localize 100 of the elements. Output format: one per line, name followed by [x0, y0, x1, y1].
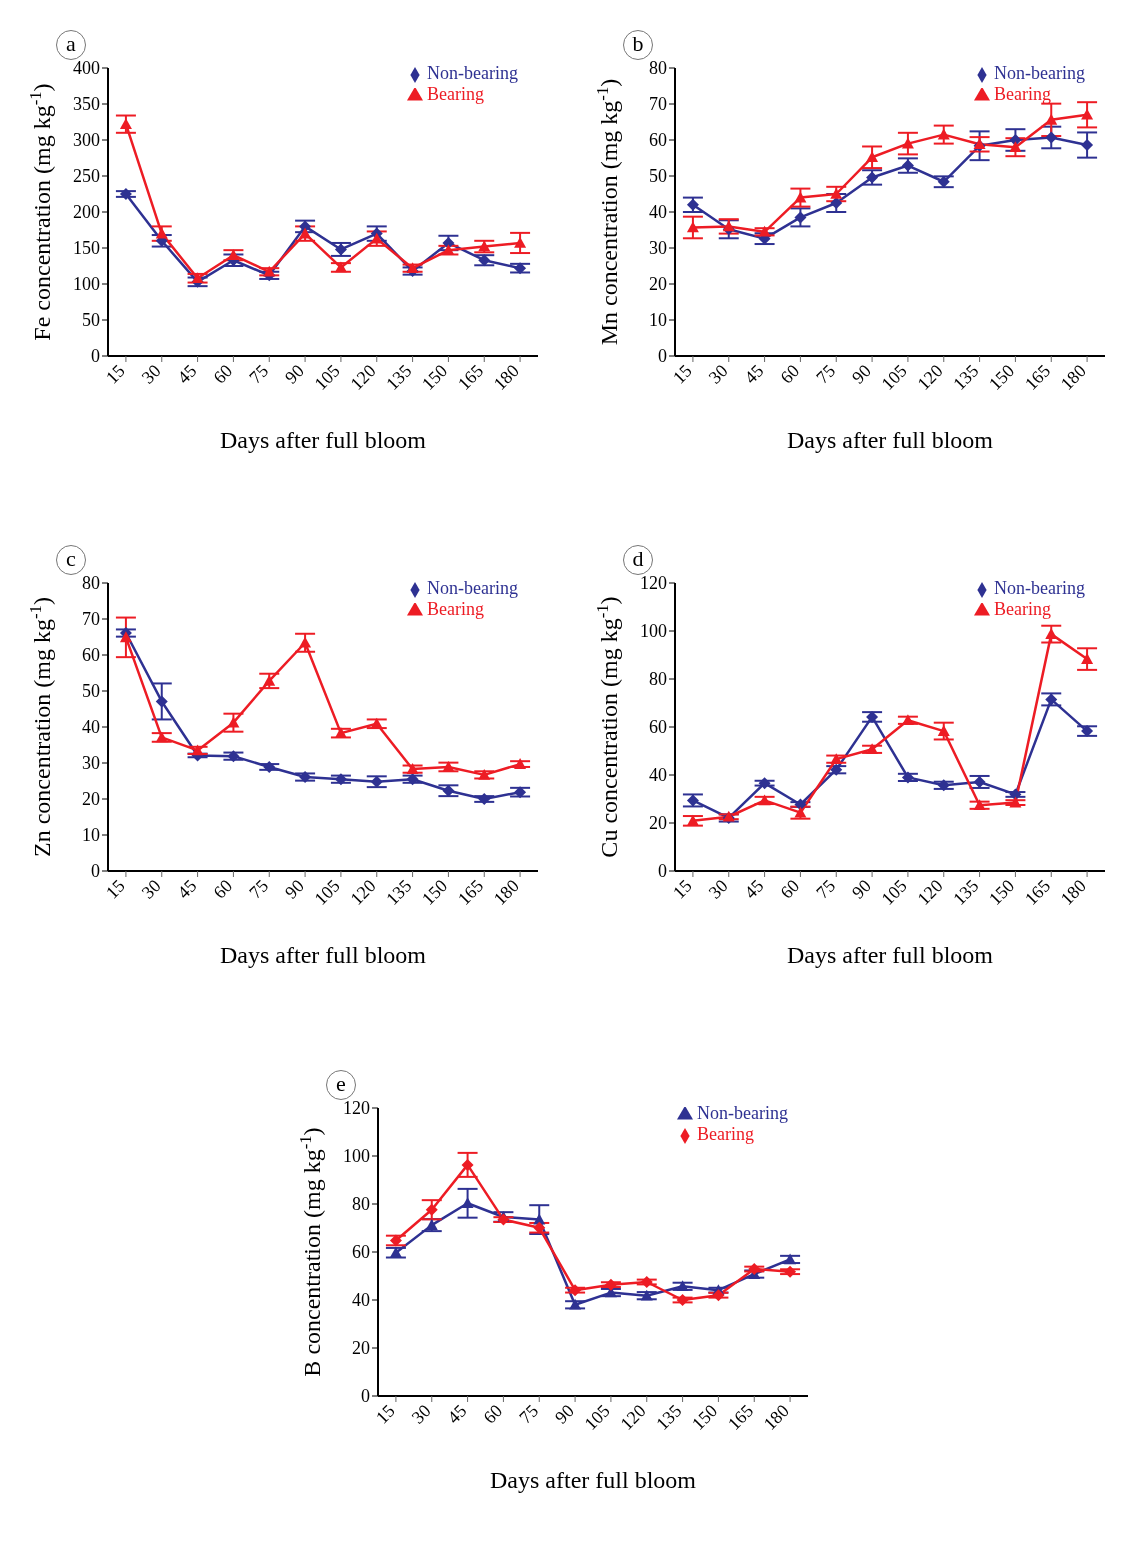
y-tick-label: 40 [352, 1290, 370, 1311]
y-tick-label: 20 [352, 1338, 370, 1359]
y-tick-label: 100 [640, 621, 667, 642]
point [514, 262, 527, 275]
x-axis-title: Days after full bloom [787, 942, 994, 968]
x-tick-label: 180 [489, 875, 523, 909]
point [722, 220, 735, 232]
x-tick-label: 150 [985, 360, 1019, 394]
point [425, 1219, 438, 1230]
x-tick-label: 90 [281, 360, 308, 388]
point [866, 151, 879, 163]
x-tick-label: 180 [1056, 875, 1090, 909]
y-tick-label: 100 [343, 1146, 370, 1167]
point [263, 760, 276, 773]
legend-label: Bearing [697, 1124, 755, 1144]
point [533, 1221, 546, 1234]
point [794, 191, 807, 203]
y-tick-label: 0 [658, 346, 667, 367]
point [794, 211, 807, 224]
point [686, 198, 699, 211]
point [866, 710, 879, 723]
y-tick-label: 0 [91, 346, 100, 367]
y-tick-label: 0 [91, 861, 100, 882]
point [119, 188, 132, 200]
legend-label: Non-bearing [994, 578, 1085, 598]
x-tick-label: 45 [443, 1400, 471, 1428]
point [461, 1197, 474, 1209]
y-tick-label: 40 [649, 202, 667, 223]
point [1045, 131, 1058, 144]
point [461, 1158, 474, 1171]
y-tick-label: 50 [82, 310, 100, 331]
point [784, 1253, 797, 1265]
x-tick-label: 30 [137, 875, 165, 903]
point [478, 793, 491, 805]
x-tick-label: 45 [740, 360, 768, 388]
y-tick-label: 40 [82, 717, 100, 738]
point [1009, 141, 1022, 152]
point [901, 137, 914, 149]
y-tick-label: 80 [649, 669, 667, 690]
point [227, 716, 240, 728]
point [937, 128, 950, 140]
point [830, 763, 843, 776]
x-tick-label: 120 [913, 875, 947, 909]
y-tick-label: 10 [82, 825, 100, 846]
point [155, 227, 168, 239]
x-tick-label: 45 [173, 360, 201, 388]
x-axis-title: Days after full bloom [787, 427, 994, 453]
y-tick-label: 50 [649, 166, 667, 187]
point [497, 1213, 510, 1226]
x-tick-label: 105 [580, 1400, 614, 1434]
x-tick-label: 30 [407, 1400, 435, 1428]
legend-label: Non-bearing [427, 578, 518, 598]
y-tick-label: 0 [361, 1386, 370, 1407]
point [973, 799, 986, 811]
x-tick-label: 165 [723, 1400, 758, 1434]
y-tick-label: 80 [352, 1194, 370, 1215]
y-tick-label: 60 [649, 717, 667, 738]
point [901, 771, 914, 784]
x-tick-label: 105 [877, 875, 911, 909]
point [1081, 725, 1094, 738]
x-tick-label: 90 [551, 1400, 578, 1428]
x-tick-label: 75 [245, 875, 273, 903]
point [640, 1276, 653, 1288]
point [406, 773, 419, 786]
point [119, 118, 132, 129]
y-tick-label: 250 [73, 166, 100, 187]
legend-label: Bearing [994, 599, 1052, 619]
y-tick-label: 200 [73, 202, 100, 223]
point [370, 717, 383, 729]
point [784, 1265, 797, 1278]
x-tick-label: 75 [812, 360, 840, 388]
x-tick-label: 75 [812, 875, 840, 903]
legend-label: Non-bearing [427, 63, 518, 83]
x-tick-label: 135 [382, 360, 416, 394]
x-tick-label: 15 [668, 875, 696, 903]
y-tick-label: 80 [82, 573, 100, 594]
point [155, 695, 168, 708]
point [686, 814, 699, 826]
legend-label: Non-bearing [994, 63, 1085, 83]
x-tick-label: 90 [848, 875, 875, 903]
x-axis-title: Days after full bloom [220, 942, 427, 968]
x-tick-label: 150 [985, 875, 1019, 909]
point [334, 727, 347, 738]
point [748, 1263, 761, 1276]
point [334, 773, 347, 786]
x-tick-label: 60 [776, 360, 804, 388]
point [1081, 653, 1094, 664]
point [1081, 139, 1094, 152]
x-tick-label: 105 [310, 875, 344, 909]
y-tick-label: 70 [649, 94, 667, 115]
point [758, 225, 771, 237]
point [604, 1278, 617, 1291]
y-tick-label: 20 [649, 813, 667, 834]
x-tick-label: 15 [371, 1400, 399, 1428]
y-tick-label: 20 [82, 789, 100, 810]
x-tick-label: 75 [245, 360, 273, 388]
y-tick-label: 60 [352, 1242, 370, 1263]
point [155, 731, 168, 743]
point [794, 806, 807, 818]
x-tick-label: 15 [101, 875, 129, 903]
